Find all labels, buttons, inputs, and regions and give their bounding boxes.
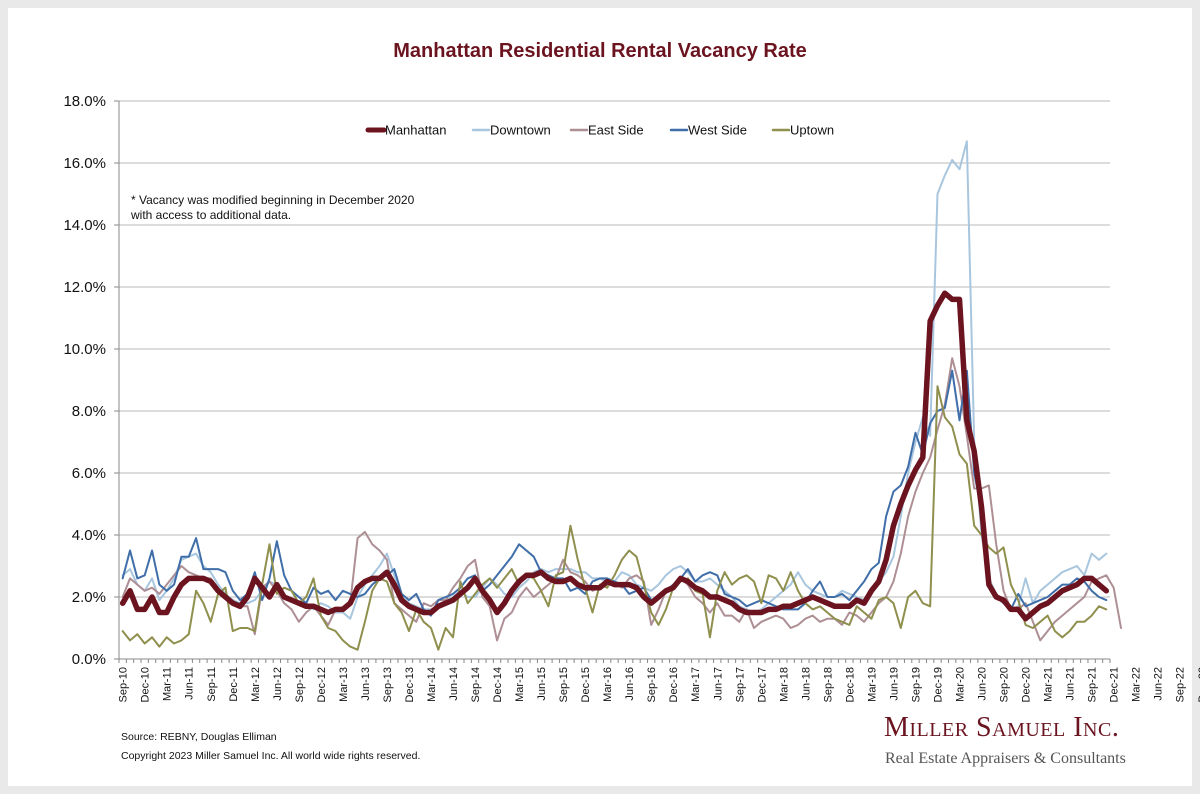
x-tick-label: Mar-17 — [690, 667, 702, 702]
x-tick-label: Mar-20 — [955, 667, 967, 702]
x-axis: Sep-10 Dec-10 Mar-11 Jun-11 Sep-11 Dec-11 Mar-… — [118, 658, 1200, 702]
x-tick-label: Mar-18 — [778, 667, 790, 702]
y-tick-label: 8.0% — [72, 403, 106, 420]
x-tick-label: Sep-16 — [646, 667, 658, 702]
x-tick-label: Jun-20 — [977, 667, 989, 701]
x-tick-label: Dec-12 — [316, 667, 328, 702]
x-tick-label: Mar-16 — [602, 667, 614, 702]
x-tick-label: Jun-22 — [1153, 667, 1165, 701]
x-tick-label: Jun-11 — [184, 667, 196, 700]
x-tick-label: Sep-19 — [910, 667, 922, 702]
x-tick-label: Dec-22 — [1197, 667, 1200, 702]
x-tick-label: Mar-13 — [338, 667, 350, 702]
copyright-text: Copyright 2023 Miller Samuel Inc. All wo… — [121, 750, 421, 762]
x-tick-label: Jun-15 — [536, 667, 548, 701]
legend: Manhattan Downtown East Side West Side Uptow… — [365, 123, 834, 138]
y-axis: 0.0% 2.0% 4.0% 6.0% 8.0% 10.0% 12.0% 14.0% 16.0%… — [63, 93, 120, 668]
note-line-1: * Vacancy was modified beginning in Dece… — [131, 193, 415, 207]
x-tick-label: Sep-11 — [206, 667, 218, 702]
chart-title: Manhattan Residential Rental Vacancy Rat… — [393, 40, 807, 62]
x-tick-label: Jun-14 — [448, 667, 460, 701]
x-tick-label: Mar-11 — [162, 667, 174, 701]
x-tick-label: Dec-21 — [1109, 667, 1121, 702]
x-tick-label: Jun-13 — [360, 667, 372, 701]
x-tick-label: Sep-22 — [1175, 667, 1187, 702]
brand-logo-name: Miller Samuel Inc. — [884, 712, 1120, 743]
x-tick-label: Dec-14 — [492, 667, 504, 702]
x-tick-label: Mar-14 — [426, 667, 438, 702]
legend-label: Uptown — [790, 123, 834, 138]
note-line-2: with access to additional data. — [131, 208, 292, 222]
x-tick-label: Dec-10 — [140, 667, 152, 702]
series-line-east-side — [121, 357, 1123, 642]
x-tick-label: Dec-17 — [756, 667, 768, 702]
x-tick-label: Dec-20 — [1021, 667, 1033, 702]
x-tick-label: Jun-19 — [888, 667, 900, 701]
x-tick-label: Jun-16 — [624, 667, 636, 701]
x-tick-label: Dec-13 — [404, 667, 416, 702]
x-tick-label: Sep-10 — [118, 667, 130, 702]
y-tick-label: 2.0% — [72, 589, 106, 606]
vacancy-note: * Vacancy was modified beginning in Dece… — [131, 193, 451, 223]
x-tick-label: Sep-21 — [1087, 667, 1099, 702]
source-text: Source: REBNY, Douglas Elliman — [121, 731, 277, 743]
x-tick-label: Dec-18 — [844, 667, 856, 702]
legend-label: East Side — [588, 123, 644, 138]
x-tick-label: Sep-13 — [382, 667, 394, 702]
x-tick-label: Dec-11 — [228, 667, 240, 702]
x-tick-label: Sep-18 — [822, 667, 834, 702]
x-tick-label: Sep-12 — [294, 667, 306, 702]
y-tick-label: 10.0% — [63, 341, 106, 358]
x-tick-label: Dec-15 — [580, 667, 592, 702]
legend-label: Downtown — [490, 123, 551, 138]
legend-label: Manhattan — [385, 123, 446, 138]
x-tick-label: Sep-15 — [558, 667, 570, 702]
y-tick-label: 12.0% — [63, 279, 106, 296]
x-tick-label: Dec-19 — [932, 667, 944, 702]
x-tick-label: Jun-18 — [800, 667, 812, 701]
x-tick-label: Sep-17 — [734, 667, 746, 702]
x-tick-label: Mar-19 — [866, 667, 878, 702]
x-tick-label: Mar-22 — [1131, 667, 1143, 702]
brand-tagline: Real Estate Appraisers & Consultants — [885, 750, 1126, 767]
series-line-manhattan — [119, 290, 1110, 622]
series-lines — [119, 140, 1123, 651]
y-tick-label: 18.0% — [63, 93, 106, 110]
x-tick-label: Dec-16 — [668, 667, 680, 702]
y-tick-label: 6.0% — [72, 465, 106, 482]
y-tick-label: 4.0% — [72, 527, 106, 544]
x-tick-label: Mar-21 — [1043, 667, 1055, 702]
y-tick-label: 0.0% — [72, 651, 106, 668]
y-tick-label: 16.0% — [63, 155, 106, 172]
chart-frame — [8, 8, 1192, 786]
x-tick-label: Sep-14 — [470, 667, 482, 702]
x-tick-label: Jun-17 — [712, 667, 724, 701]
series-line-west-side — [121, 369, 1108, 617]
series-line-uptown — [121, 385, 1108, 651]
x-tick-label: Mar-12 — [250, 667, 262, 702]
x-tick-label: Mar-15 — [514, 667, 526, 702]
x-tick-label: Jun-12 — [272, 667, 284, 701]
legend-label: West Side — [688, 123, 747, 138]
x-tick-label: Jun-21 — [1065, 667, 1077, 701]
x-tick-label: Sep-20 — [999, 667, 1011, 702]
y-tick-label: 14.0% — [63, 217, 106, 234]
